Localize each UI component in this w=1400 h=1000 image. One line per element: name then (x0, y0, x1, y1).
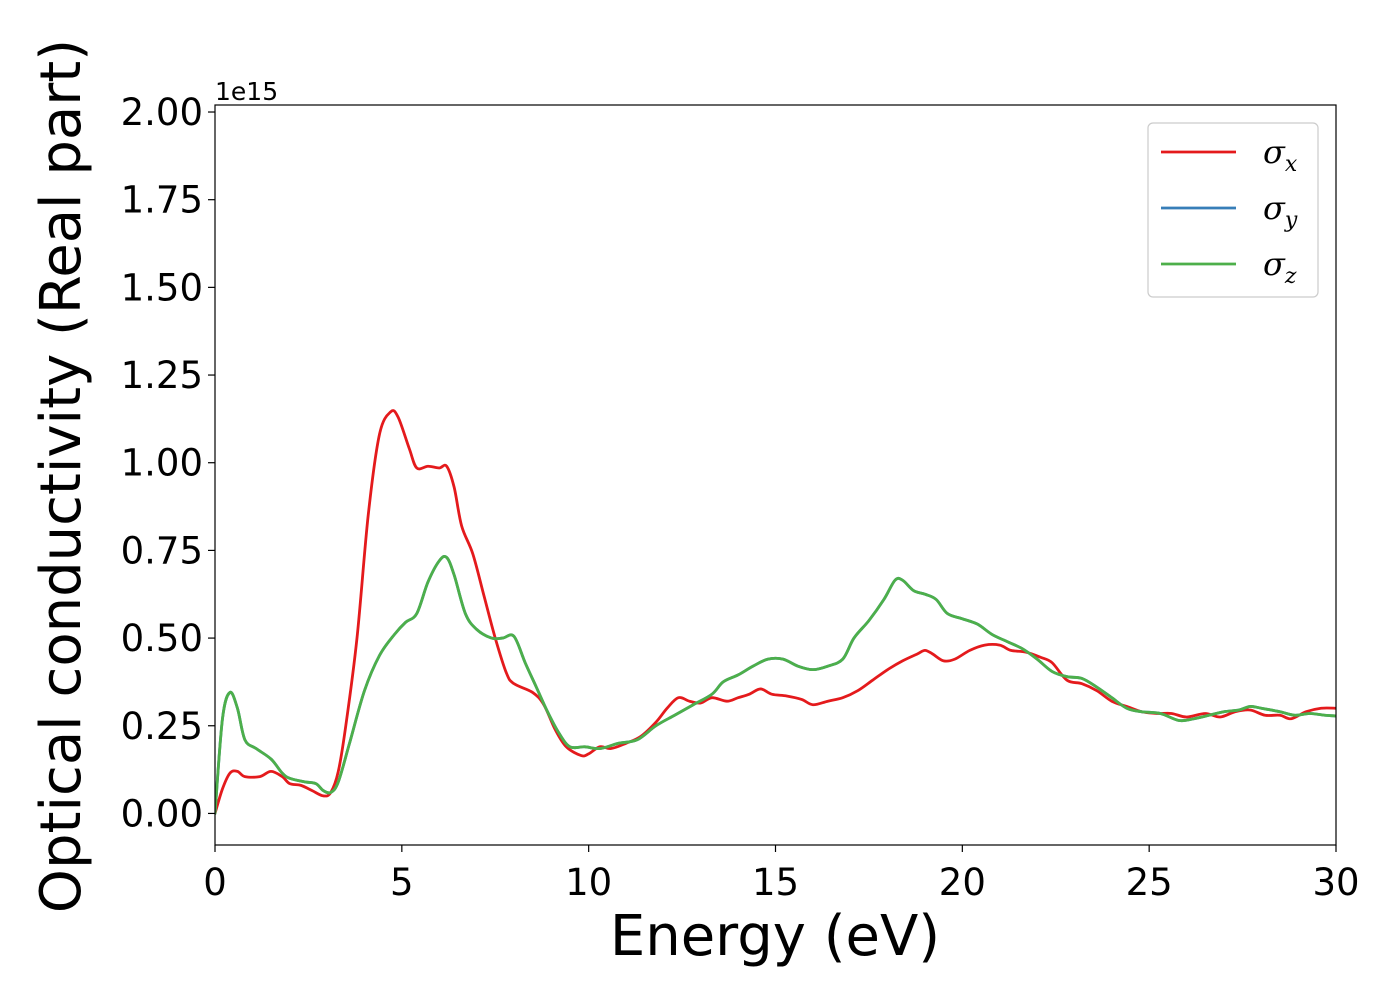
x-tick-label: 20 (939, 861, 986, 904)
y-tick-label: 0.50 (121, 617, 203, 660)
series-line-sigma-z (215, 555, 1336, 815)
y-axis-ticks: 0.00 0.25 0.50 0.75 1.00 1.25 1.50 1.75 2.00 (121, 91, 215, 835)
series-layer (215, 409, 1336, 815)
x-tick-label: 0 (203, 861, 227, 904)
y-axis-title: Optical conductivity (Real part) (29, 39, 94, 913)
x-axis-ticks: 0 5 10 15 20 25 30 (203, 845, 1360, 904)
legend-frame (1147, 122, 1319, 298)
x-tick-label: 30 (1312, 861, 1359, 904)
legend-label-subscript: y (1284, 208, 1298, 233)
y-tick-label: 1.25 (121, 354, 203, 397)
y-tick-label: 1.50 (121, 266, 203, 309)
y-tick-label: 0.00 (121, 792, 203, 835)
legend-label-sigma-y: σy (1263, 189, 1298, 233)
legend-label-symbol: σ (1263, 245, 1286, 283)
y-axis-offset-text: 1e15 (215, 77, 278, 106)
plot-area-frame (214, 104, 1337, 846)
legend-label-symbol: σ (1263, 133, 1286, 171)
x-tick-label: 10 (565, 861, 612, 904)
y-tick-label: 1.00 (121, 442, 203, 485)
y-tick-label: 0.75 (121, 529, 203, 572)
legend-label-subscript: z (1284, 264, 1297, 289)
y-tick-label: 1.75 (121, 179, 203, 222)
series-line-sigma-x (215, 409, 1336, 815)
series-line-sigma-y (215, 555, 1336, 815)
y-tick-label: 2.00 (121, 91, 203, 134)
x-tick-label: 25 (1126, 861, 1173, 904)
legend-label-sigma-z: σz (1263, 245, 1297, 289)
legend-label-sigma-x: σx (1263, 133, 1298, 177)
y-tick-label: 0.25 (121, 705, 203, 748)
x-tick-label: 5 (390, 861, 414, 904)
legend-label-subscript: x (1285, 152, 1298, 177)
legend-label-symbol: σ (1263, 189, 1286, 227)
x-axis-title: Energy (eV) (610, 904, 940, 969)
x-tick-label: 15 (752, 861, 799, 904)
